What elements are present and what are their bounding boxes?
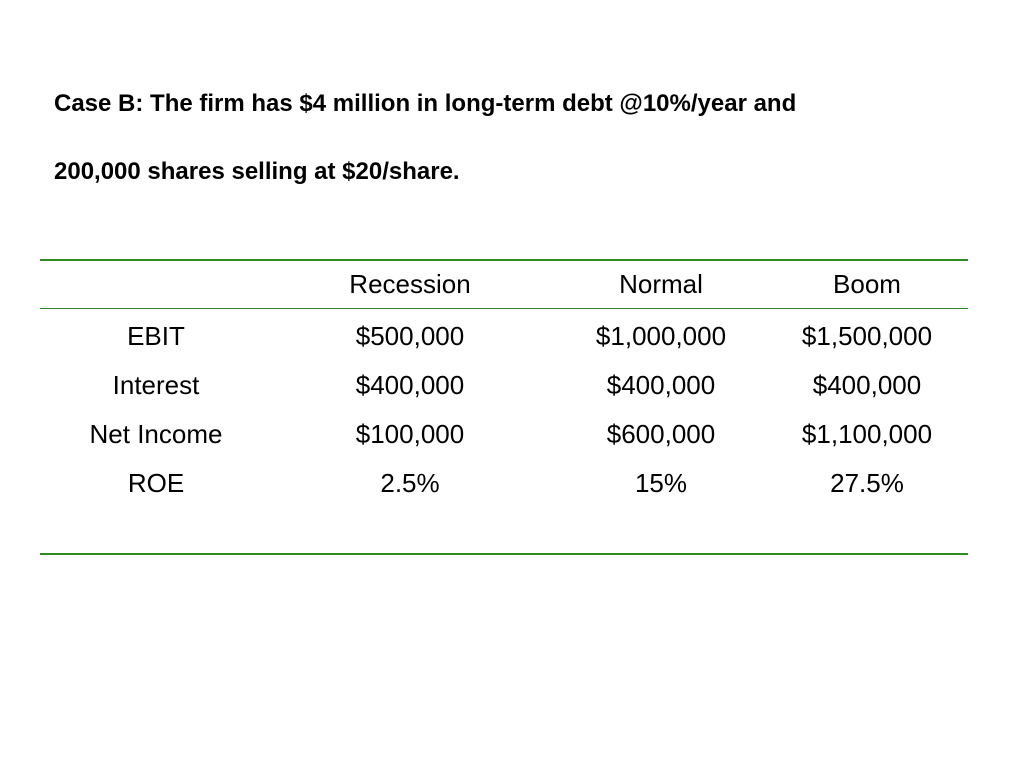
header-cell-blank xyxy=(40,261,272,308)
scenario-table: Recession Normal Boom EBIT $500,000 $1,0… xyxy=(40,261,968,498)
cell-boom: 27.5% xyxy=(830,468,904,498)
row-label: Net Income xyxy=(89,419,223,449)
header-cell-boom: Boom xyxy=(833,269,901,299)
cell-recession: $100,000 xyxy=(355,419,465,449)
cell-recession: 2.5% xyxy=(380,468,440,498)
cell-normal: 15% xyxy=(634,468,688,498)
cell-normal: $400,000 xyxy=(606,370,716,400)
heading-line-2: 200,000 shares selling at $20/share. xyxy=(54,158,460,185)
header-cell-recession: Recession xyxy=(349,269,471,299)
row-label: EBIT xyxy=(127,321,185,351)
row-label: Interest xyxy=(112,370,200,400)
cell-normal: $600,000 xyxy=(606,419,716,449)
cell-normal: $1,000,000 xyxy=(595,321,727,351)
cell-boom: $400,000 xyxy=(812,370,922,400)
cell-recession: $400,000 xyxy=(355,370,465,400)
table-body: EBIT $500,000 $1,000,000 $1,500,000 Inte… xyxy=(40,312,968,508)
slide-heading: Case B: The firm has $4 million in long-… xyxy=(54,70,994,206)
header-cell-normal: Normal xyxy=(619,269,703,299)
cell-boom: $1,500,000 xyxy=(801,321,933,351)
row-label: ROE xyxy=(127,468,185,498)
table-bottom-rule xyxy=(40,553,968,555)
table-row-net-income: Net Income $100,000 $600,000 $1,100,000 xyxy=(40,410,968,459)
table-top-rule xyxy=(40,259,968,261)
heading-line-1: Case B: The firm has $4 million in long-… xyxy=(54,90,797,117)
table-header-row: Recession Normal Boom xyxy=(40,261,968,308)
table-row-roe: ROE 2.5% 15% 27.5% xyxy=(40,459,968,508)
table-header-rule xyxy=(40,308,968,309)
cell-boom: $1,100,000 xyxy=(801,419,933,449)
cell-recession: $500,000 xyxy=(355,321,465,351)
table-row-interest: Interest $400,000 $400,000 $400,000 xyxy=(40,361,968,410)
table-row-ebit: EBIT $500,000 $1,000,000 $1,500,000 xyxy=(40,312,968,361)
